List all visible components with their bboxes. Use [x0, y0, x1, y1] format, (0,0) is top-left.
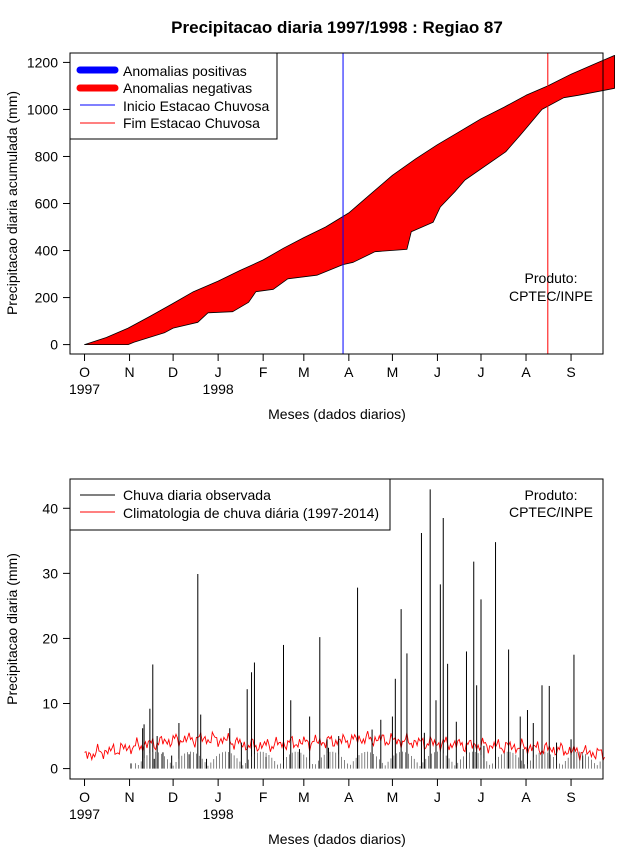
- bottom-month-label: O: [79, 789, 90, 805]
- top-year-label: 1997: [69, 381, 100, 397]
- bottom-y-tick-label: 20: [42, 630, 58, 646]
- bottom-year-label: 1997: [69, 806, 100, 822]
- legend-label-negative: Anomalias negativas: [123, 80, 252, 96]
- top-y-tick-label: 200: [35, 290, 59, 306]
- bottom-y-axis: 0 10 20 30 40: [42, 500, 71, 777]
- legend-label-climatology: Climatologia de chuva diária (1997-2014): [123, 505, 379, 521]
- climatology-series: [84, 730, 605, 763]
- accumulated-area-series: [84, 55, 615, 346]
- bottom-y-tick-label: 10: [42, 696, 58, 712]
- rainy-season-lines: [342, 53, 549, 354]
- top-month-label: J: [434, 364, 441, 380]
- bottom-x-axis-label: Meses (dados diarios): [268, 831, 406, 847]
- observed-rain-series: [130, 489, 601, 769]
- bottom-y-tick-label: 0: [50, 761, 58, 777]
- top-month-label: O: [79, 364, 90, 380]
- bottom-month-label: F: [259, 789, 268, 805]
- top-month-label: F: [259, 364, 268, 380]
- top-month-label: M: [387, 364, 399, 380]
- bottom-annotation-cptec: CPTEC/INPE: [509, 504, 593, 520]
- top-month-label: S: [566, 364, 575, 380]
- top-annotation-cptec: CPTEC/INPE: [509, 288, 593, 304]
- top-annotation-produto: Produto:: [525, 270, 578, 286]
- legend-label-end: Fim Estacao Chuvosa: [123, 115, 260, 131]
- top-y-tick-label: 1200: [27, 54, 58, 70]
- negative-anomaly-area: [84, 55, 615, 346]
- legend-label-start: Inicio Estacao Chuvosa: [123, 98, 270, 114]
- top-x-axis: O N D J F M A M J J A S 1997 1998: [69, 353, 576, 397]
- bottom-x-axis: O N D J F M A M J J A S 1997 1998: [69, 778, 576, 822]
- top-month-label: A: [344, 364, 354, 380]
- bottom-month-label: J: [478, 789, 485, 805]
- bottom-month-label: S: [566, 789, 575, 805]
- top-month-label: J: [478, 364, 485, 380]
- top-legend: Anomalias positivas Anomalias negativas …: [69, 52, 278, 140]
- top-y-axis-label: Precipitacao diaria acumulada (mm): [4, 91, 20, 315]
- bottom-month-label: J: [434, 789, 441, 805]
- bottom-y-tick-label: 40: [42, 500, 58, 516]
- top-month-label: J: [215, 364, 222, 380]
- bottom-month-label: M: [298, 789, 310, 805]
- top-month-label: A: [521, 364, 531, 380]
- legend-label-observed: Chuva diaria observada: [123, 487, 271, 503]
- bottom-month-label: N: [124, 789, 134, 805]
- top-y-tick-label: 0: [50, 337, 58, 353]
- top-y-axis: 0 200 400 600 800 1000 1200: [27, 54, 71, 353]
- top-x-axis-label: Meses (dados diarios): [268, 406, 406, 422]
- bottom-month-label: J: [215, 789, 222, 805]
- chart-title: Precipitacao diaria 1997/1998 : Regiao 8…: [171, 18, 503, 37]
- top-y-tick-label: 400: [35, 243, 59, 259]
- top-y-tick-label: 1000: [27, 101, 58, 117]
- top-month-label: N: [124, 364, 134, 380]
- top-year-label: 1998: [203, 381, 234, 397]
- bottom-year-label: 1998: [203, 806, 234, 822]
- bottom-annotation-produto: Produto:: [525, 487, 578, 503]
- climatology-line: [84, 730, 605, 763]
- bottom-month-label: A: [344, 789, 354, 805]
- bottom-month-label: D: [168, 789, 178, 805]
- bottom-legend-box: [69, 478, 391, 531]
- bottom-month-label: M: [387, 789, 399, 805]
- top-month-label: D: [168, 364, 178, 380]
- legend-label-positive: Anomalias positivas: [123, 63, 247, 79]
- bottom-y-axis-label: Precipitacao diaria (mm): [4, 553, 20, 705]
- bottom-month-label: A: [521, 789, 531, 805]
- bottom-y-tick-label: 30: [42, 565, 58, 581]
- top-y-tick-label: 800: [35, 148, 59, 164]
- bottom-legend: Chuva diaria observada Climatologia de c…: [69, 478, 391, 531]
- top-y-tick-label: 600: [35, 196, 59, 212]
- top-month-label: M: [298, 364, 310, 380]
